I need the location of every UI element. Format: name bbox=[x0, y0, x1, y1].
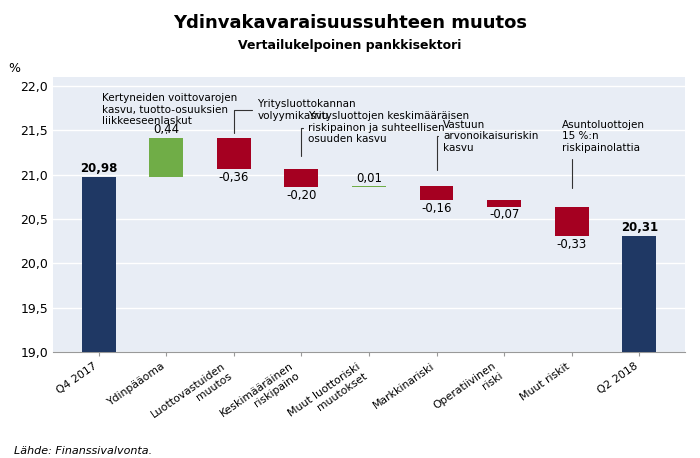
Bar bbox=[555, 207, 589, 236]
Text: 0,44: 0,44 bbox=[153, 123, 179, 136]
Text: Yritysluottojen keskimääräisen
riskipainon ja suhteellisen
osuuden kasvu: Yritysluottojen keskimääräisen riskipain… bbox=[302, 111, 469, 156]
Bar bbox=[352, 186, 386, 187]
Text: Asuntoluottojen
15 %:n
riskipainolattia: Asuntoluottojen 15 %:n riskipainolattia bbox=[561, 120, 645, 188]
Text: -0,16: -0,16 bbox=[421, 202, 452, 215]
Bar bbox=[622, 236, 657, 352]
Text: -0,07: -0,07 bbox=[489, 208, 519, 222]
Text: -0,36: -0,36 bbox=[218, 171, 249, 184]
Bar bbox=[217, 137, 251, 169]
Bar bbox=[149, 137, 183, 177]
Text: -0,33: -0,33 bbox=[556, 238, 587, 251]
Bar bbox=[284, 169, 319, 187]
Bar bbox=[487, 201, 521, 207]
Text: Vastuun
arvonoikaisuriskin
kasvu: Vastuun arvonoikaisuriskin kasvu bbox=[437, 120, 539, 170]
Text: 20,31: 20,31 bbox=[621, 221, 658, 234]
Text: Lähde: Finanssivalvonta.: Lähde: Finanssivalvonta. bbox=[14, 446, 152, 456]
Text: %: % bbox=[8, 61, 21, 75]
Text: Yritysluottokannan
volyymikasvu: Yritysluottokannan volyymikasvu bbox=[234, 99, 356, 133]
Bar bbox=[82, 177, 116, 352]
Text: -0,20: -0,20 bbox=[286, 189, 316, 202]
Text: 20,98: 20,98 bbox=[80, 162, 118, 175]
Bar bbox=[420, 186, 454, 201]
Text: Ydinvakavaraisuussuhteen muutos: Ydinvakavaraisuussuhteen muutos bbox=[173, 14, 527, 32]
Text: 0,01: 0,01 bbox=[356, 172, 382, 185]
Text: Kertyneiden voittovarojen
kasvu, tuotto-osuuksien
liikkeeseenlaskut: Kertyneiden voittovarojen kasvu, tuotto-… bbox=[102, 93, 237, 133]
Text: Vertailukelpoinen pankkisektori: Vertailukelpoinen pankkisektori bbox=[238, 39, 462, 52]
